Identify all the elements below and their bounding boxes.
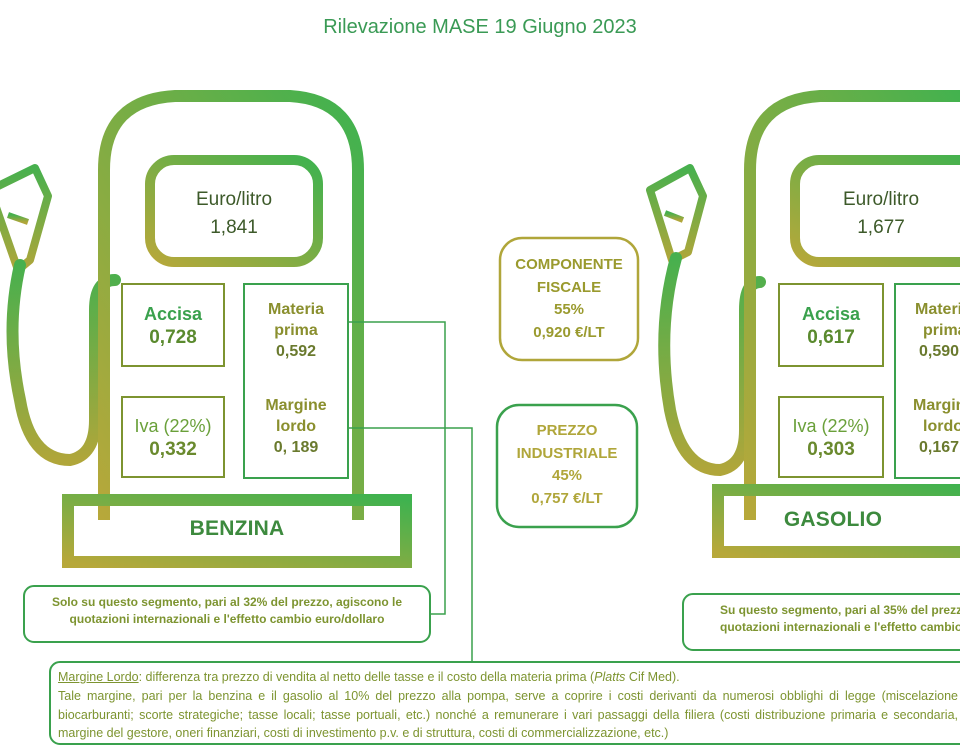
benzina-note: Solo su questo segmento, pari al 32% del… — [24, 594, 430, 629]
gasolio-margine-lordo: Margine lordo 0,167 — [895, 396, 960, 458]
prezzo-industriale-pct: 45% — [551, 467, 583, 484]
benzina-iva-value: 0,332 — [149, 439, 197, 461]
margine-lordo-note: Margine Lordo: differenza tra prezzo di … — [58, 668, 958, 743]
benzina-margine-lordo: Margine lordo 0, 189 — [244, 396, 348, 458]
benzina-margine-value: 0, 189 — [273, 438, 319, 456]
gasolio-iva: Iva (22%) 0,303 — [779, 415, 883, 463]
benzina-materia-label-2: prima — [274, 321, 318, 339]
componente-fiscale-value: 0,920 €/LT — [533, 323, 605, 341]
componente-fiscale-line2: FISCALE — [536, 278, 602, 296]
gasolio-label: GASOLIO — [783, 508, 883, 531]
gasolio-margine-value: 0,167 — [919, 438, 960, 456]
benzina-label: BENZINA — [189, 517, 285, 540]
benzina-materia-label-1: Materia — [267, 301, 325, 318]
componente-fiscale-pct: 55% — [553, 301, 585, 318]
benzina-margine-label-1: Margine — [265, 397, 327, 414]
gasolio-iva-value: 0,303 — [807, 439, 855, 461]
prezzo-industriale-frame — [495, 403, 639, 529]
componente-fiscale: COMPONENTE FISCALE 55% 0,920 €/LT — [500, 254, 638, 344]
benzina-accisa: Accisa 0,728 — [122, 303, 224, 351]
gasolio-iva-label: Iva (22%) — [792, 416, 870, 436]
gasolio-accisa: Accisa 0,617 — [779, 303, 883, 351]
benzina-euro-label: Euro/litro — [195, 189, 273, 210]
benzina-iva-label: Iva (22%) — [134, 416, 212, 436]
benzina-pump-icon — [0, 90, 412, 568]
gasolio-price: 1,677 — [857, 216, 905, 238]
gasolio-euro-label: Euro/litro — [842, 189, 920, 210]
margine-lordo-term: Margine Lordo — [58, 670, 139, 684]
benzina-accisa-value: 0,728 — [149, 327, 197, 349]
gasolio-materia-label-1: Materia — [915, 301, 960, 318]
prezzo-industriale: PREZZO INDUSTRIALE 45% 0,757 €/LT — [497, 420, 637, 510]
margine-lordo-def-part2: Cif Med). — [625, 670, 680, 684]
prezzo-industriale-line1: PREZZO — [536, 422, 598, 439]
gasolio-note: Su questo segmento, pari al 35% del prez… — [690, 602, 960, 637]
benzina-iva: Iva (22%) 0,332 — [122, 415, 224, 463]
gasolio-pump-icon — [646, 90, 960, 558]
page-title: Rilevazione MASE 19 Giugno 2023 — [323, 16, 637, 38]
gasolio-margine-label-1: Margine — [913, 397, 960, 414]
margine-lordo-def-part1: : differenza tra prezzo di vendita al ne… — [138, 670, 595, 684]
benzina-note-line1: Solo su questo segmento, pari al 32% del… — [51, 595, 403, 609]
prezzo-industriale-line2: INDUSTRIALE — [516, 444, 618, 462]
gasolio-materia-prima: Materia prima 0,590 — [895, 300, 960, 362]
margine-lordo-def-italic: Platts — [594, 670, 626, 684]
componente-fiscale-line1: COMPONENTE — [515, 256, 623, 273]
benzina-price: 1,841 — [210, 216, 258, 238]
gasolio-note-line1: Su questo segmento, pari al 35% del prez… — [720, 603, 960, 617]
gasolio-accisa-label: Accisa — [801, 304, 861, 324]
gasolio-materia-value: 0,590 — [919, 342, 960, 360]
benzina-price-display: Euro/litro 1,841 — [150, 186, 318, 241]
margine-lordo-body: Tale margine, pari per la benzina e il g… — [58, 688, 958, 741]
margine-note-frame — [49, 661, 960, 745]
gasolio-accisa-value: 0,617 — [807, 327, 855, 349]
gasolio-materia-label-2: prima — [923, 321, 960, 339]
benzina-note-frame — [23, 585, 431, 643]
gasolio-note-frame — [682, 593, 960, 651]
gasolio-margine-label-2: lordo — [923, 417, 960, 435]
benzina-margine-label-2: lordo — [276, 417, 316, 435]
prezzo-industriale-value: 0,757 €/LT — [531, 489, 603, 507]
margine-lordo-definition: Margine Lordo: differenza tra prezzo di … — [58, 668, 958, 687]
benzina-materia-prima: Materia prima 0,592 — [244, 300, 348, 362]
benzina-note-line2: quotazioni internazionali e l'effetto ca… — [69, 612, 385, 627]
gasolio-price-display: Euro/litro 1,677 — [795, 186, 960, 241]
benzina-materia-value: 0,592 — [275, 342, 317, 360]
componente-fiscale-frame — [498, 236, 640, 362]
gasolio-note-line2: quotazioni internazionali e l'effetto ca… — [720, 620, 960, 635]
connector-lines — [348, 321, 473, 662]
benzina-accisa-label: Accisa — [143, 304, 203, 324]
